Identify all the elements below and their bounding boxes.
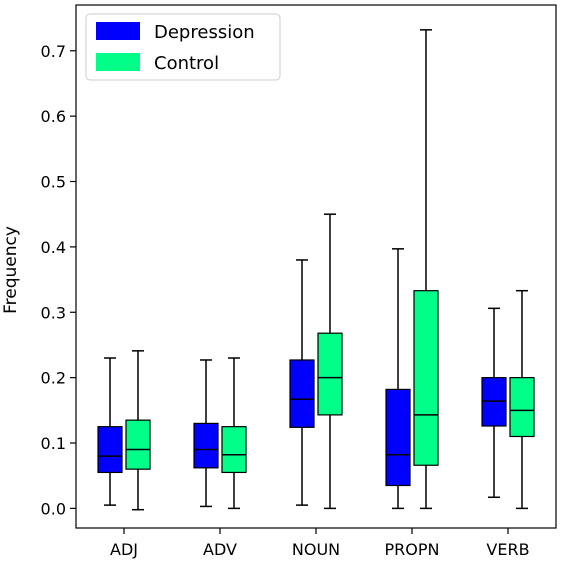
- box-depression-adv: [193, 359, 219, 508]
- y-axis-title: Frequency: [1, 226, 21, 314]
- y-tick-label: 0.6: [41, 107, 66, 126]
- x-tick-label: ADV: [203, 540, 237, 559]
- y-tick-label: 0.0: [41, 499, 66, 518]
- iqr-box: [413, 290, 439, 466]
- legend: Depression Control: [85, 13, 281, 81]
- legend-swatch-control: [96, 53, 140, 71]
- box-depression-propn: [385, 248, 411, 510]
- box-control-propn: [413, 29, 439, 510]
- x-axis: ADJ ADV NOUN PROPN VERB: [110, 528, 530, 559]
- legend-label-control: Control: [154, 53, 219, 74]
- y-axis: 0.0 0.1 0.2 0.3 0.4 0.5 0.6 0.7: [41, 42, 76, 518]
- plot-area: [75, 4, 557, 529]
- y-tick-label: 0.3: [41, 303, 66, 322]
- y-tick-label: 0.5: [41, 173, 66, 192]
- box-control-adv: [221, 357, 247, 510]
- box-groups: [97, 29, 535, 511]
- y-tick-label: 0.7: [41, 42, 66, 61]
- y-tick-label: 0.4: [41, 238, 66, 257]
- y-tick-label: 0.2: [41, 369, 66, 388]
- iqr-box: [221, 426, 247, 474]
- box-control-noun: [317, 213, 343, 510]
- box-depression-adj: [97, 357, 123, 506]
- x-tick-label: VERB: [486, 540, 529, 559]
- iqr-box: [125, 419, 151, 470]
- iqr-box: [97, 426, 123, 474]
- y-tick-label: 0.1: [41, 434, 66, 453]
- legend-label-depression: Depression: [154, 22, 255, 43]
- legend-swatch-depression: [96, 22, 140, 40]
- iqr-box: [509, 377, 535, 438]
- box-control-adj: [125, 350, 151, 511]
- box-depression-verb: [481, 307, 507, 499]
- box-control-verb: [509, 289, 535, 510]
- iqr-box: [193, 422, 219, 469]
- x-tick-label: NOUN: [292, 540, 340, 559]
- box-depression-noun: [289, 259, 315, 506]
- iqr-box: [385, 388, 411, 487]
- iqr-box: [317, 332, 343, 416]
- iqr-box: [289, 359, 315, 428]
- x-tick-label: ADJ: [110, 540, 138, 559]
- x-tick-label: PROPN: [385, 540, 440, 559]
